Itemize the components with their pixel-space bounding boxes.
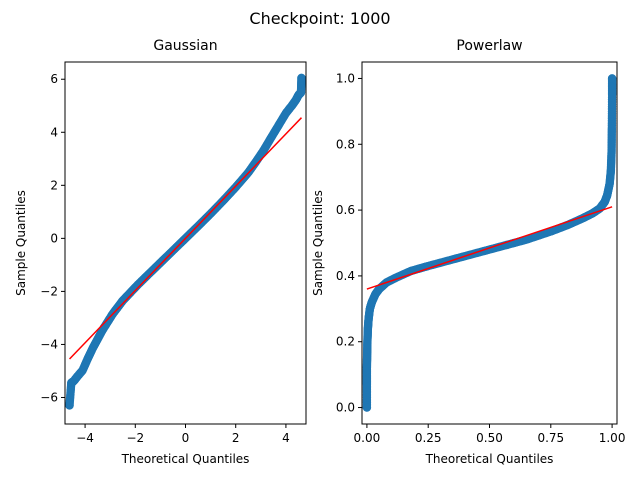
chart-title: Gaussian (153, 38, 217, 54)
figure-suptitle: Checkpoint: 1000 (249, 9, 390, 28)
y-tick-label: 1.0 (336, 71, 355, 85)
x-axis-label: Theoretical Quantiles (425, 452, 554, 466)
x-tick-label: 4 (282, 431, 290, 445)
y-tick-label: 0.2 (336, 335, 355, 349)
x-tick-label: −4 (76, 431, 94, 445)
x-tick-label: 0.00 (354, 431, 381, 445)
x-tick-label: 2 (232, 431, 240, 445)
x-tick-label: −2 (126, 431, 144, 445)
qq-outlier-point (362, 403, 372, 412)
x-axis-label: Theoretical Quantiles (121, 452, 250, 466)
y-tick-label: 0.0 (336, 401, 355, 415)
qq-outlier-point (607, 74, 617, 83)
y-tick-label: 2 (50, 178, 58, 192)
y-axis-label: Sample Quantiles (14, 190, 28, 296)
chart-title: Powerlaw (456, 38, 522, 54)
y-tick-label: −6 (40, 390, 58, 404)
reference-fit-line (366, 206, 613, 290)
y-axis-label: Sample Quantiles (311, 190, 325, 296)
data-layer (362, 74, 617, 412)
y-tick-label: 6 (50, 72, 58, 86)
gaussian-qq-plot: Gaussian −4 −2 0 2 4 −6 −4 −2 0 2 4 6 Theoretical Qua… (14, 38, 307, 466)
y-tick-label: −4 (40, 337, 58, 351)
qq-outlier-point (296, 88, 306, 97)
y-tick-label: 0.4 (336, 269, 355, 283)
qq-outlier-point (297, 73, 306, 83)
x-tick-label: 1.00 (599, 431, 626, 445)
x-tick-label: 0.50 (476, 431, 503, 445)
y-tick-label: 0.8 (336, 137, 355, 151)
y-tick-label: 0.6 (336, 203, 355, 217)
powerlaw-qq-plot: Powerlaw 0.00 0.25 0.50 0.75 1.00 0.0 0.2 0.4 0.6… (311, 38, 625, 466)
y-tick-label: 4 (50, 125, 58, 139)
y-tick-label: −2 (40, 284, 58, 298)
x-tick-label: 0.25 (415, 431, 442, 445)
y-tick-label: 0 (50, 231, 58, 245)
qq-outlier-point (65, 401, 74, 410)
x-tick-label: 0.75 (537, 431, 564, 445)
x-tick-label: 0 (182, 431, 190, 445)
reference-fit-line (68, 117, 303, 360)
data-layer (65, 73, 306, 410)
